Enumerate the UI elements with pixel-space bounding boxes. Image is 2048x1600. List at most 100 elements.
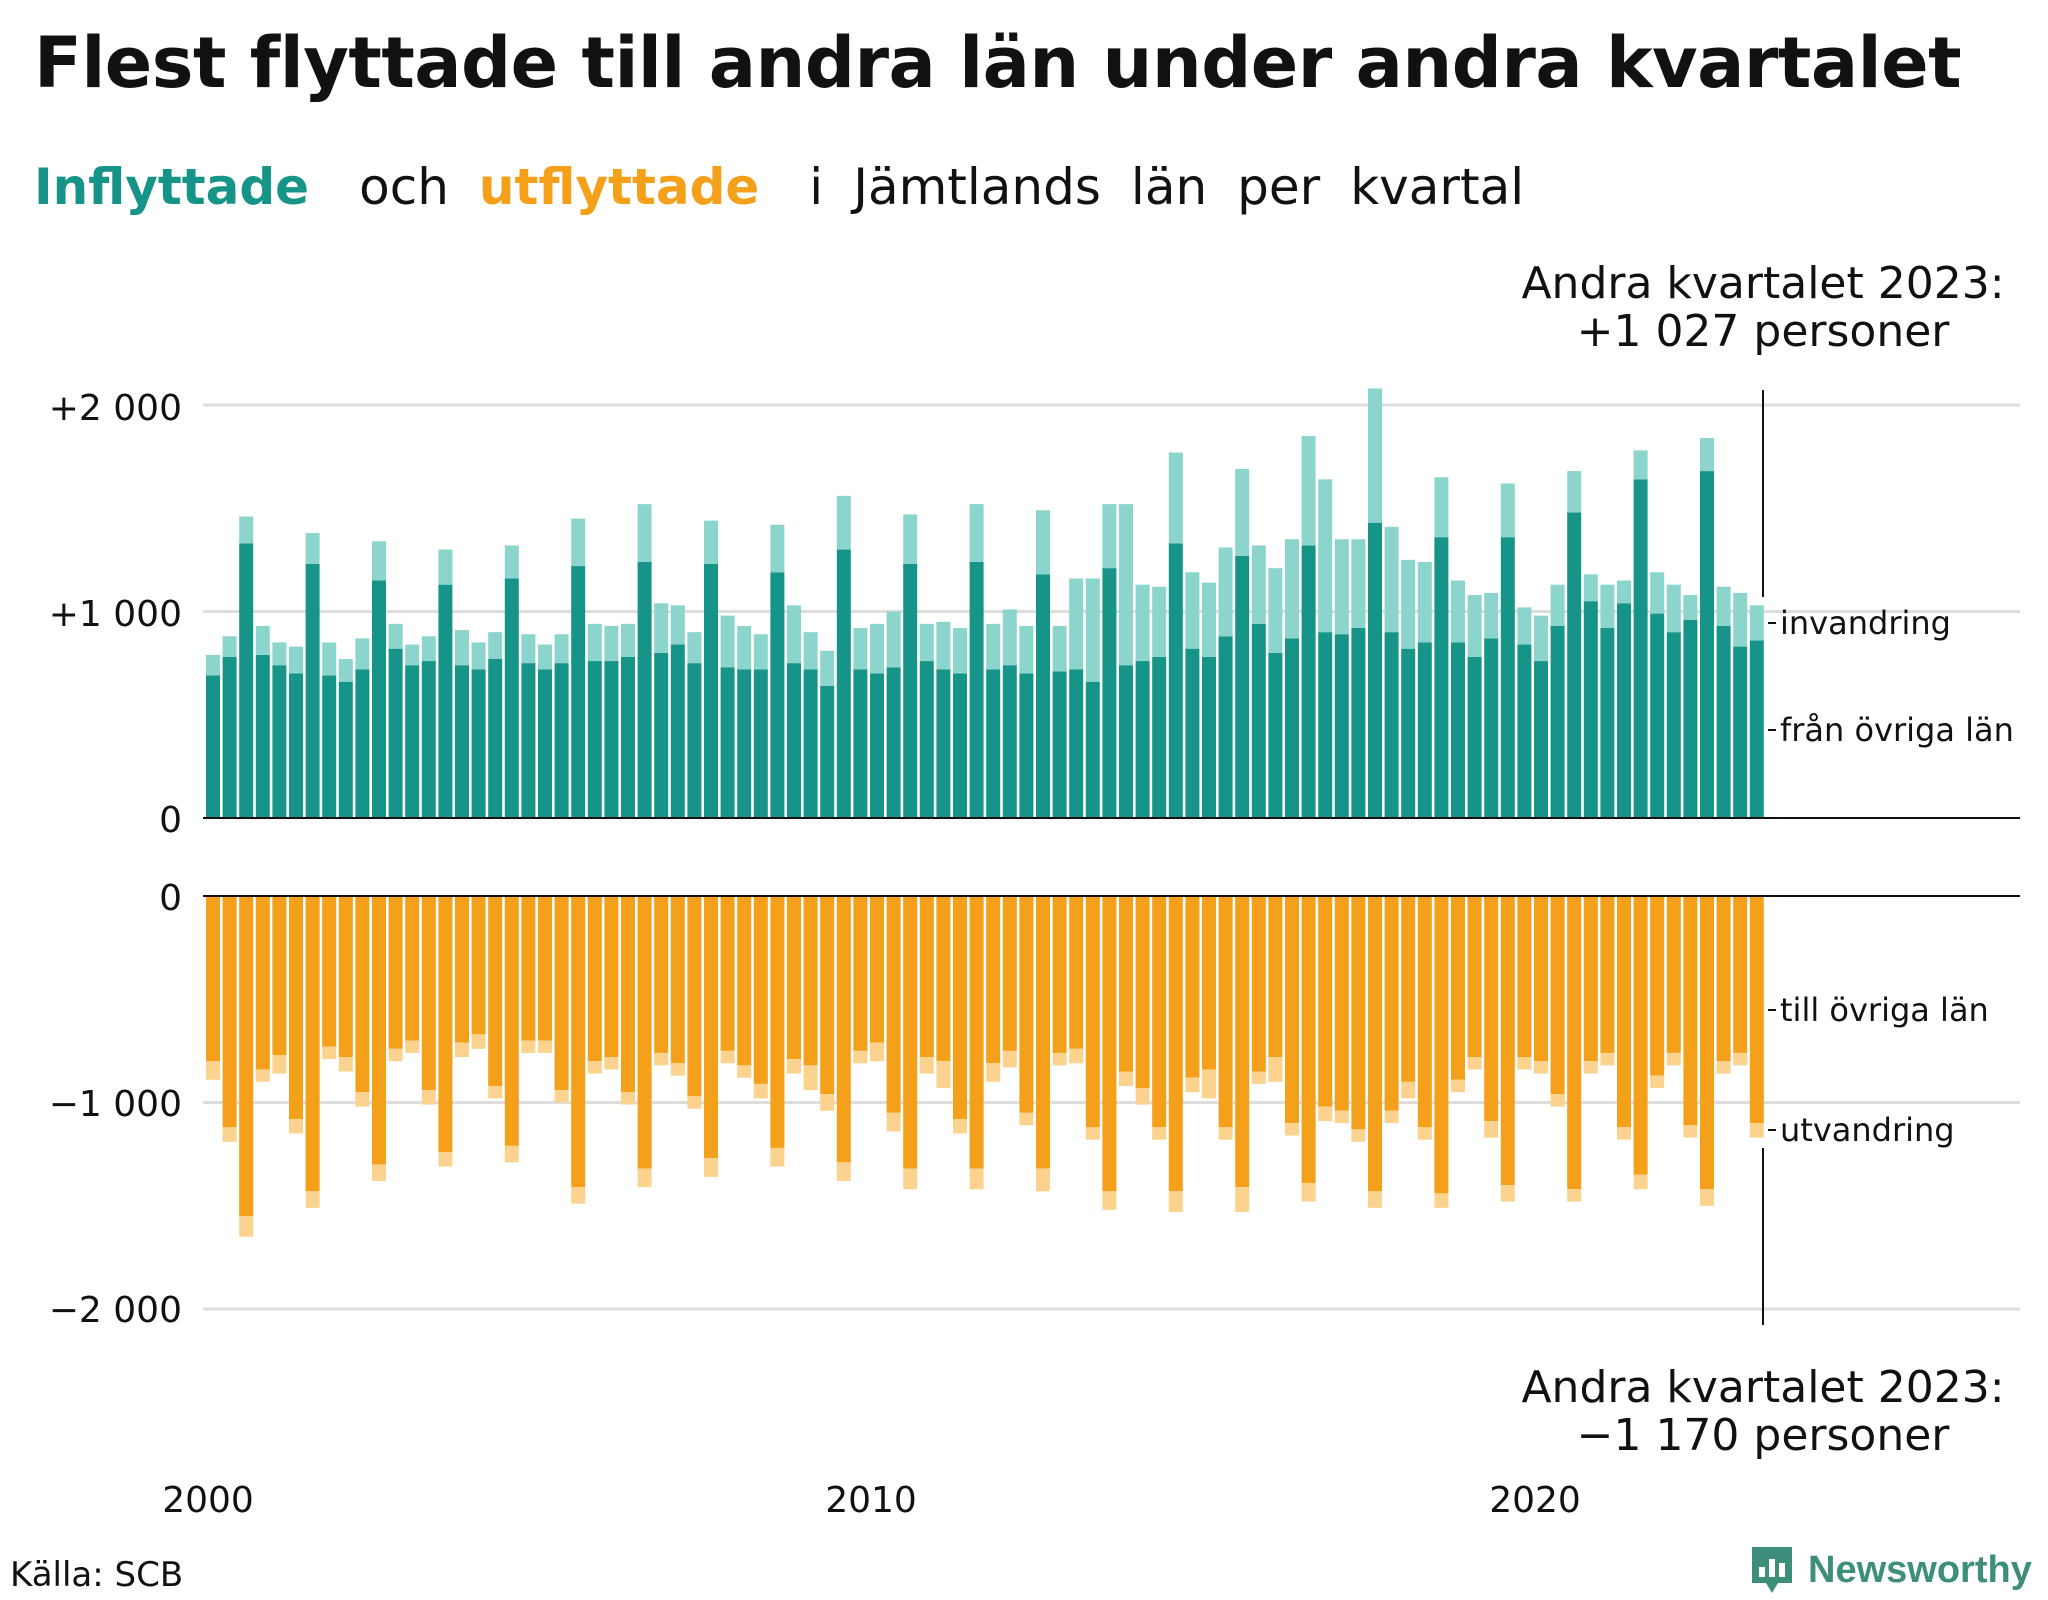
bar-fran-ovriga-lan [1019, 673, 1034, 818]
bar-till-ovriga-lan [455, 896, 469, 1043]
bar-fran-ovriga-lan [1534, 661, 1548, 818]
bar-till-ovriga-lan [1202, 896, 1216, 1070]
bar-fran-ovriga-lan [421, 661, 436, 818]
bar-invandring [355, 638, 370, 670]
bar-till-ovriga-lan [704, 896, 718, 1159]
bar-fran-ovriga-lan [986, 669, 1001, 818]
bar-utvandring [289, 1119, 303, 1134]
annotation-bottom-line2: −1 170 personer [1577, 1410, 1951, 1461]
bar-till-ovriga-lan [936, 896, 951, 1062]
bar-invandring [1218, 547, 1233, 637]
bar-utvandring [1451, 1079, 1465, 1093]
bar-invandring [870, 623, 884, 674]
bar-till-ovriga-lan [255, 896, 270, 1070]
bar-utvandring [1152, 1127, 1167, 1140]
bar-utvandring [836, 1162, 851, 1181]
bar-utvandring [1633, 1174, 1648, 1190]
bar-invandring [604, 625, 619, 662]
bar-utvandring [1517, 1057, 1532, 1070]
series-label-utvandring: utvandring [1780, 1111, 1955, 1149]
bar-utvandring [770, 1147, 785, 1167]
bar-invandring [1085, 578, 1100, 682]
bar-utvandring [1683, 1125, 1698, 1138]
bar-fran-ovriga-lan [272, 665, 287, 818]
bar-fran-ovriga-lan [1002, 665, 1017, 818]
bar-invandring [654, 603, 669, 653]
bar-utvandring [1268, 1057, 1283, 1082]
bar-invandring [1019, 625, 1034, 674]
bar-utvandring [720, 1050, 735, 1064]
bar-invandring [455, 630, 469, 666]
bar-till-ovriga-lan [1583, 896, 1598, 1062]
bar-till-ovriga-lan [1085, 896, 1100, 1128]
bar-utvandring [388, 1048, 403, 1062]
bar-invandring [1716, 586, 1731, 626]
bar-utvandring [903, 1168, 918, 1190]
bar-invandring [1484, 592, 1499, 639]
bar-utvandring [1500, 1185, 1515, 1202]
bar-fran-ovriga-lan [322, 675, 337, 818]
bar-till-ovriga-lan [222, 896, 237, 1128]
bar-fran-ovriga-lan [1301, 545, 1316, 818]
bar-fran-ovriga-lan [1517, 644, 1532, 818]
bar-till-ovriga-lan [1318, 896, 1333, 1107]
bar-utvandring [704, 1158, 718, 1177]
bar-fran-ovriga-lan [1268, 652, 1283, 818]
annotation-bottom-line1: Andra kvartalet 2023: [1521, 1362, 2004, 1413]
subtitle-inflyttade: Inflyttade [34, 158, 310, 216]
bar-fran-ovriga-lan [1069, 669, 1084, 818]
bar-fran-ovriga-lan [1202, 656, 1216, 818]
bar-invandring [1600, 584, 1615, 629]
bar-fran-ovriga-lan [1700, 471, 1714, 818]
bar-invandring [1119, 504, 1133, 666]
bar-invandring [853, 628, 868, 670]
bar-fran-ovriga-lan [388, 648, 403, 818]
bar-utvandring [1119, 1071, 1133, 1086]
bar-invandring [1700, 438, 1714, 472]
subtitle-word: kvartal [1350, 158, 1525, 216]
bar-fran-ovriga-lan [919, 661, 934, 818]
bar-invandring [1002, 609, 1017, 666]
bar-till-ovriga-lan [1451, 896, 1465, 1080]
bar-utvandring [621, 1092, 635, 1105]
bar-fran-ovriga-lan [554, 663, 569, 819]
bar-invandring [289, 646, 303, 674]
bar-invandring [1467, 594, 1482, 657]
bar-fran-ovriga-lan [1135, 661, 1150, 818]
bar-fran-ovriga-lan [1749, 640, 1764, 818]
bar-utvandring [969, 1168, 984, 1190]
bar-fran-ovriga-lan [305, 564, 320, 818]
bar-till-ovriga-lan [1500, 896, 1515, 1186]
chart-title: Flest flyttade till andra län under andr… [34, 22, 1962, 104]
annotation-top-line2: +1 027 personer [1577, 306, 1951, 357]
bar-utvandring [1467, 1057, 1482, 1070]
bar-utvandring [538, 1040, 552, 1053]
bar-utvandring [355, 1092, 370, 1107]
bar-till-ovriga-lan [1683, 896, 1698, 1126]
bar-utvandring [1434, 1193, 1449, 1208]
bar-till-ovriga-lan [1036, 896, 1050, 1169]
bar-fran-ovriga-lan [504, 578, 519, 818]
x-tick-label: 2010 [825, 1480, 917, 1521]
bar-invandring [621, 623, 635, 657]
bar-till-ovriga-lan [1650, 896, 1665, 1076]
bar-invandring [421, 636, 436, 662]
bar-invandring [521, 634, 536, 664]
bar-fran-ovriga-lan [488, 659, 503, 818]
bar-invandring [571, 518, 586, 567]
bar-till-ovriga-lan [305, 896, 320, 1192]
bar-utvandring [1617, 1127, 1631, 1140]
bar-fran-ovriga-lan [1368, 522, 1382, 818]
bar-till-ovriga-lan [338, 896, 353, 1058]
bar-utvandring [1085, 1127, 1100, 1140]
bar-invandring [1650, 572, 1665, 614]
bar-utvandring [820, 1094, 835, 1111]
bar-fran-ovriga-lan [1650, 613, 1665, 819]
bar-utvandring [1052, 1052, 1067, 1066]
subtitle-word: per [1237, 158, 1321, 216]
bar-till-ovriga-lan [1384, 896, 1399, 1111]
bar-utvandring [853, 1050, 868, 1064]
bar-fran-ovriga-lan [1500, 537, 1515, 818]
subtitle-word: i [809, 158, 824, 216]
bar-fran-ovriga-lan [1085, 681, 1100, 818]
